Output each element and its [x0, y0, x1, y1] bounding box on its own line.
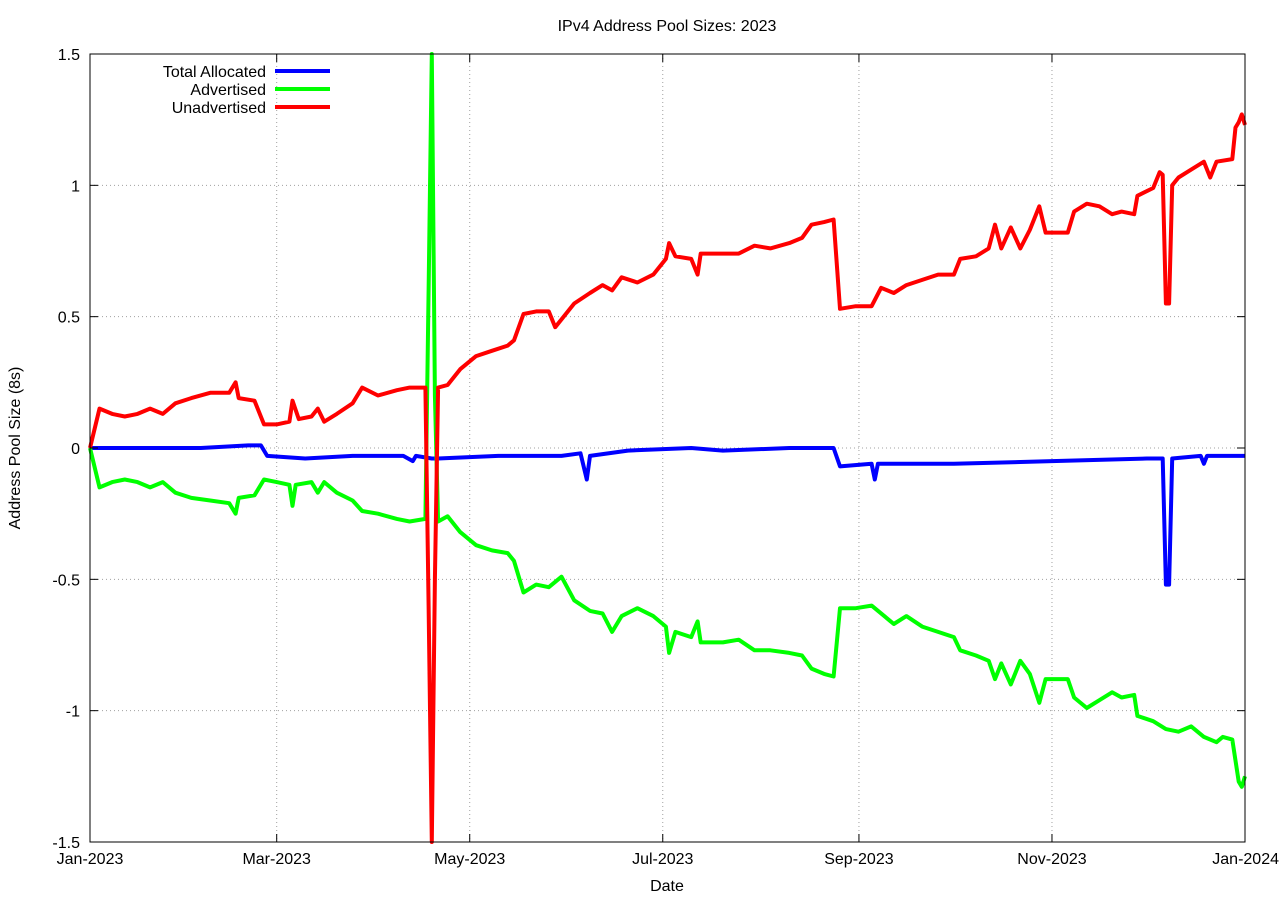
x-tick-label: Mar-2023	[242, 851, 311, 868]
grid	[90, 54, 1245, 842]
series-lines	[88, 52, 1247, 844]
series-line-unadvertised	[88, 112, 1247, 844]
x-axis-title: Date	[650, 878, 684, 895]
y-tick-label: 0	[71, 441, 80, 458]
series-line-total-allocated	[90, 443, 1245, 587]
x-tick-label: Jan-2024	[1212, 851, 1279, 868]
y-tick-label: -1.5	[52, 835, 80, 852]
x-tick-label: May-2023	[434, 851, 505, 868]
y-tick-labels: 1.5 1 0.5 0 -0.5 -1 -1.5	[52, 47, 80, 852]
legend-label-total-allocated: Total Allocated	[163, 64, 266, 81]
y-tick-label: -0.5	[52, 572, 80, 589]
series-line-advertised	[88, 52, 1247, 789]
y-tick-label: -1	[66, 704, 80, 721]
chart-title: IPv4 Address Pool Sizes: 2023	[558, 18, 777, 35]
x-tick-labels: Jan-2023 Mar-2023 May-2023 Jul-2023 Sep-2023…	[57, 851, 1279, 868]
x-tick-label: Jan-2023	[57, 851, 124, 868]
y-tick-label: 0.5	[58, 310, 80, 327]
y-tick-label: 1.5	[58, 47, 80, 64]
axis-ticks	[89, 53, 1246, 843]
legend-label-advertised: Advertised	[190, 82, 266, 99]
legend-label-unadvertised: Unadvertised	[172, 100, 266, 117]
x-tick-label: Sep-2023	[824, 851, 893, 868]
x-tick-label: Nov-2023	[1017, 851, 1086, 868]
x-tick-label: Jul-2023	[632, 851, 693, 868]
y-axis-title: Address Pool Size (8s)	[7, 367, 24, 530]
y-tick-label: 1	[71, 178, 80, 195]
